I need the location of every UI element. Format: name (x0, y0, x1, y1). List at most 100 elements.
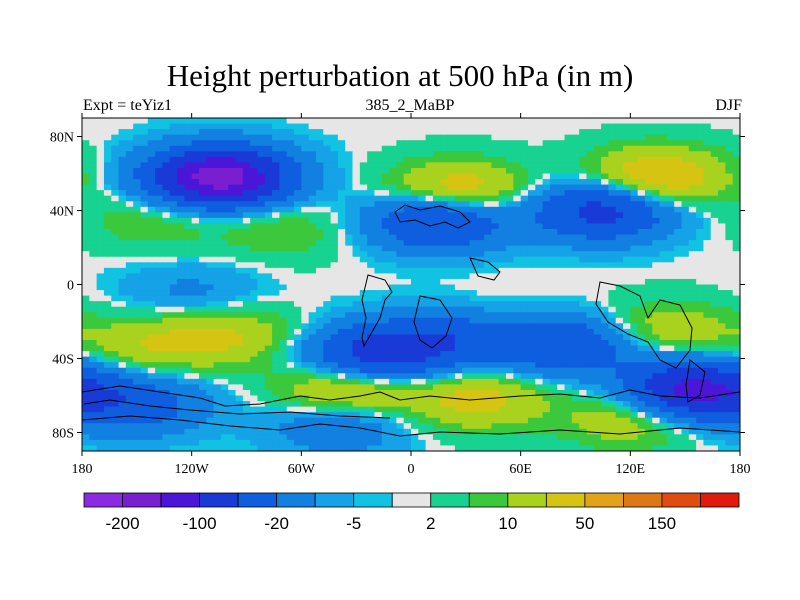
field-cell (198, 162, 207, 169)
field-cell (118, 262, 127, 269)
field-cell (184, 251, 193, 258)
field-cell (323, 273, 332, 280)
field-cell (425, 162, 434, 169)
field-cell (286, 334, 295, 341)
field-cell (506, 362, 514, 369)
field-cell (630, 295, 639, 302)
field-cell (177, 184, 185, 191)
field-cell (96, 284, 105, 291)
field-cell (425, 251, 434, 258)
field-cell (447, 362, 456, 369)
field-cell (696, 223, 705, 230)
field-cell (257, 323, 266, 330)
field-cell (549, 245, 558, 252)
field-cell (425, 373, 434, 380)
field-cell (571, 412, 580, 419)
field-cell (476, 251, 485, 258)
field-cell (294, 340, 302, 347)
field-cell (454, 190, 463, 197)
field-cell (696, 234, 705, 241)
field-cell (469, 389, 478, 397)
field-cell (549, 340, 558, 347)
field-cell (242, 290, 251, 297)
field-cell (111, 240, 120, 247)
field-cell (286, 267, 295, 274)
field-cell (169, 362, 178, 369)
field-cell (586, 406, 595, 413)
field-cell (96, 206, 105, 213)
field-cell (454, 328, 463, 336)
field-cell (345, 301, 354, 308)
field-cell (440, 190, 449, 197)
field-cell (615, 212, 624, 219)
field-cell (498, 184, 507, 191)
field-cell (688, 306, 697, 313)
field-cell (345, 290, 354, 297)
field-cell (732, 229, 740, 236)
field-cell (315, 145, 324, 152)
field-cell (506, 406, 514, 413)
field-cell (630, 351, 639, 358)
field-cell (674, 123, 683, 130)
field-cell (147, 234, 156, 241)
field-cell (345, 256, 354, 263)
field-cell (630, 118, 639, 125)
field-cell (527, 340, 536, 347)
field-cell (103, 179, 112, 186)
field-cell (498, 384, 507, 391)
field-cell (440, 317, 449, 324)
field-cell (527, 351, 536, 358)
field-cell (593, 412, 602, 419)
field-cell (82, 140, 90, 147)
field-cell (447, 351, 456, 358)
field-cell (469, 367, 478, 374)
field-cell (286, 367, 295, 374)
field-cell (440, 384, 449, 391)
field-cell (718, 156, 726, 163)
field-cell (206, 206, 215, 213)
field-cell (286, 190, 295, 197)
field-cell (666, 145, 675, 152)
field-cell (593, 251, 602, 258)
field-cell (520, 156, 529, 163)
field-cell (440, 245, 449, 252)
field-cell (637, 362, 646, 369)
field-cell (82, 328, 90, 336)
field-cell (696, 129, 705, 136)
field-cell (294, 206, 302, 213)
field-cell (155, 240, 164, 247)
field-cell (96, 245, 105, 252)
field-cell (718, 134, 726, 141)
field-cell (389, 395, 397, 402)
field-cell (337, 384, 346, 391)
field-cell (96, 179, 105, 186)
field-cell (579, 151, 588, 158)
field-cell (696, 290, 705, 297)
field-cell (630, 229, 639, 236)
field-cell (564, 234, 573, 241)
field-cell (337, 406, 346, 413)
field-cell (630, 184, 639, 191)
field-cell (103, 412, 112, 419)
field-cell (184, 340, 193, 347)
field-cell (184, 206, 193, 213)
field-cell (82, 201, 90, 208)
field-cell (162, 306, 171, 313)
field-cell (213, 373, 222, 380)
field-cell (220, 395, 229, 402)
field-cell (89, 384, 98, 391)
field-cell (242, 423, 251, 430)
field-cell (623, 356, 631, 363)
field-cell (491, 278, 500, 286)
field-cell (571, 140, 580, 147)
field-cell (315, 140, 324, 147)
field-cell (89, 317, 98, 324)
field-cell (718, 317, 726, 324)
field-cell (571, 395, 580, 402)
field-cell (140, 234, 149, 241)
field-cell (272, 245, 280, 252)
field-cell (155, 351, 164, 358)
field-cell (96, 184, 105, 191)
field-cell (484, 201, 493, 208)
field-cell (732, 384, 740, 391)
